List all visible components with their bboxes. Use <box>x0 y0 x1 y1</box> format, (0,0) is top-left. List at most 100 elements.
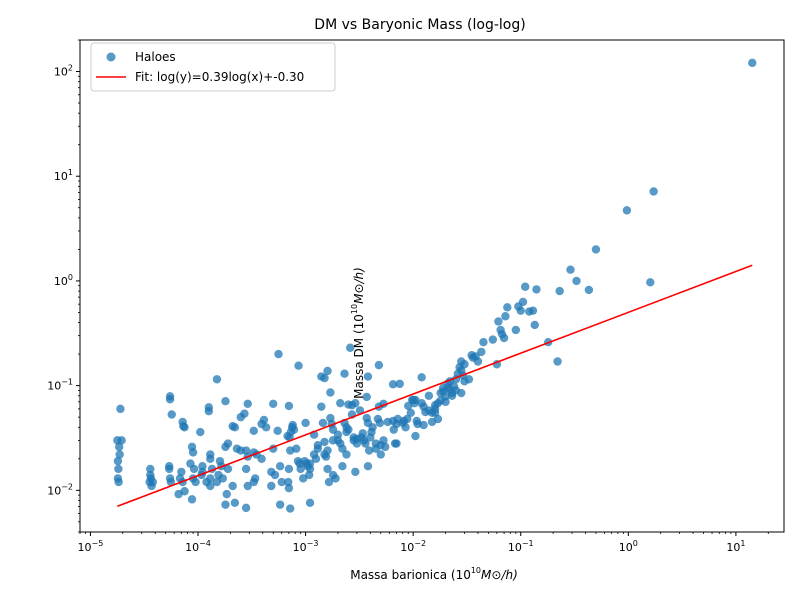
data-point <box>269 399 278 409</box>
x-tick-label: 10−3 <box>293 539 319 554</box>
data-point <box>286 504 295 513</box>
data-point <box>338 462 347 471</box>
data-point <box>358 429 367 438</box>
data-point <box>212 375 222 384</box>
data-point <box>572 276 581 286</box>
data-point <box>206 474 215 483</box>
data-point <box>355 406 365 415</box>
data-point <box>275 462 285 471</box>
data-point <box>530 320 539 330</box>
y-tick-label: 100 <box>54 273 73 288</box>
data-point <box>352 439 362 448</box>
data-point <box>503 303 512 312</box>
data-point <box>117 436 126 445</box>
data-point <box>411 395 420 405</box>
data-point <box>553 357 562 366</box>
x-tick-label: 100 <box>619 539 638 554</box>
data-point <box>317 402 326 411</box>
data-point <box>646 278 655 287</box>
data-point <box>218 474 227 483</box>
data-point <box>460 360 469 369</box>
data-point <box>555 286 564 296</box>
data-point <box>274 349 283 359</box>
data-point <box>222 489 231 499</box>
y-tick-label: 101 <box>54 168 73 183</box>
data-point <box>464 375 474 384</box>
data-point <box>221 442 230 452</box>
data-point <box>511 325 521 335</box>
data-point <box>457 388 466 398</box>
data-point <box>221 397 230 406</box>
data-point <box>395 379 404 389</box>
data-point <box>305 498 315 508</box>
data-point <box>532 285 541 294</box>
data-point <box>114 442 124 452</box>
data-point <box>336 398 345 408</box>
data-point <box>499 333 509 343</box>
data-point <box>114 477 123 487</box>
x-tick-label: 101 <box>726 539 745 554</box>
data-point <box>417 373 426 382</box>
data-point <box>241 464 251 474</box>
legend: Haloes Fit: log(y)=0.39log(x)+-0.30 <box>90 42 336 92</box>
data-point <box>148 477 157 487</box>
data-point <box>249 426 258 436</box>
y-axis-label: Massa DM (1010M⊙/h) <box>350 267 366 399</box>
data-point <box>165 395 175 404</box>
x-axis-label: Massa barionica (1010M⊙/h) <box>350 566 518 582</box>
data-point <box>323 366 332 376</box>
y-tick-label: 10−1 <box>47 378 73 393</box>
data-point <box>411 431 420 441</box>
data-point <box>406 408 415 418</box>
data-point <box>113 456 123 466</box>
data-point <box>402 414 412 424</box>
data-point <box>304 470 314 480</box>
data-point <box>261 423 271 432</box>
x-tick-label: 10−5 <box>78 539 104 554</box>
data-point <box>267 481 276 491</box>
data-point <box>167 410 176 419</box>
data-point <box>320 373 329 383</box>
data-point <box>115 450 124 459</box>
data-point <box>204 406 213 416</box>
data-point <box>528 306 538 315</box>
data-point <box>351 398 360 408</box>
data-point <box>381 442 390 452</box>
data-point <box>292 444 301 453</box>
data-point <box>284 477 293 487</box>
data-point <box>362 392 371 402</box>
data-point <box>275 500 285 509</box>
data-point <box>206 481 215 491</box>
data-point <box>243 399 252 409</box>
data-point <box>311 454 321 464</box>
data-point <box>259 415 269 425</box>
data-point <box>364 446 374 455</box>
data-point <box>404 401 413 411</box>
data-point <box>243 481 252 491</box>
data-point <box>284 401 294 411</box>
data-point <box>374 360 384 370</box>
data-point <box>622 206 632 215</box>
data-point <box>477 347 486 357</box>
legend-marker-haloes <box>106 52 116 62</box>
data-point <box>591 245 601 254</box>
data-point <box>114 464 123 474</box>
data-point <box>518 297 528 307</box>
axis-ticks: 10−5 10−4 10−3 10−2 10−1 100 101 10−2 10−1 100 101… <box>47 39 769 554</box>
data-point <box>318 418 328 428</box>
data-point <box>494 317 503 326</box>
data-point <box>351 467 360 477</box>
data-point <box>257 454 266 464</box>
data-point <box>284 464 294 474</box>
plot-area <box>113 58 757 513</box>
data-point <box>326 388 335 397</box>
data-point <box>340 369 349 378</box>
data-point <box>294 361 303 370</box>
legend-label-fit: Fit: log(y)=0.39log(x)+-0.30 <box>135 70 304 84</box>
data-point <box>375 418 385 428</box>
data-point <box>230 498 240 508</box>
data-point <box>566 265 575 274</box>
data-point <box>433 414 443 424</box>
fit-line <box>117 264 753 508</box>
data-point <box>188 448 198 457</box>
